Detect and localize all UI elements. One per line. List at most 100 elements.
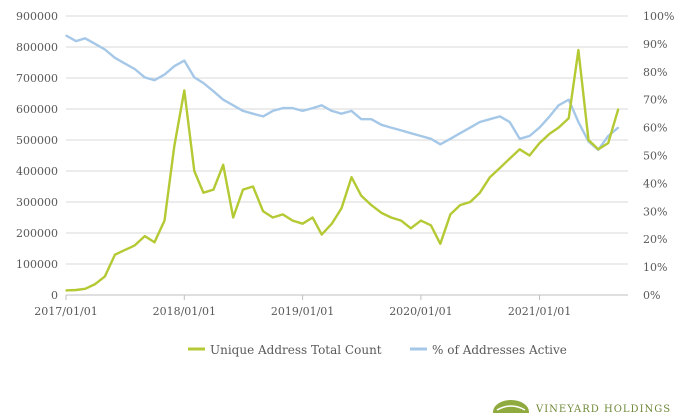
point-unique-address-total-count (567, 117, 570, 120)
point-percent-addresses-active (272, 110, 274, 112)
point-unique-address-total-count (459, 204, 461, 206)
point-percent-addresses-active (528, 135, 531, 137)
right-tick-label: 70% (643, 94, 667, 107)
series-line-unique-address-total-count (65, 48, 620, 292)
right-tick-label: 80% (643, 66, 667, 79)
point-percent-addresses-active (311, 107, 314, 109)
legend-label-unique-address-total-count: Unique Address Total Count (210, 343, 382, 357)
point-unique-address-total-count (548, 133, 551, 135)
left-tick-label: 500000 (16, 134, 58, 147)
left-tick-label: 400000 (16, 165, 58, 178)
point-percent-addresses-active (607, 135, 609, 137)
point-percent-addresses-active (430, 138, 432, 140)
point-percent-addresses-active (420, 135, 422, 137)
point-percent-addresses-active (439, 143, 442, 146)
vineyard-holdings-logo: VINEYARD HOLDINGS (493, 400, 671, 413)
left-tick-label: 100000 (16, 258, 58, 271)
left-tick-label: 300000 (16, 196, 58, 209)
point-unique-address-total-count (94, 283, 96, 285)
point-percent-addresses-active (242, 110, 244, 112)
point-percent-addresses-active (449, 138, 452, 140)
logo-text: VINEYARD HOLDINGS (535, 404, 671, 413)
point-percent-addresses-active (370, 118, 373, 120)
point-percent-addresses-active (222, 98, 224, 101)
point-percent-addresses-active (410, 132, 412, 134)
left-tick-label: 0 (51, 289, 58, 302)
point-percent-addresses-active (548, 115, 551, 118)
point-unique-address-total-count (499, 167, 501, 169)
point-percent-addresses-active (262, 115, 264, 118)
point-percent-addresses-active (133, 68, 136, 70)
point-percent-addresses-active (331, 110, 333, 112)
legend-item-unique-address-total-count: Unique Address Total Count (188, 343, 382, 357)
point-unique-address-total-count (202, 191, 205, 194)
point-unique-address-total-count (163, 219, 166, 222)
point-unique-address-total-count (114, 253, 116, 256)
right-tick-label: 50% (643, 150, 667, 163)
point-percent-addresses-active (183, 59, 186, 62)
point-percent-addresses-active (153, 79, 156, 81)
point-percent-addresses-active (499, 115, 501, 118)
right-tick-label: 20% (643, 233, 667, 246)
point-unique-address-total-count (65, 289, 67, 292)
point-percent-addresses-active (380, 124, 383, 126)
left-y-axis: 0 100000 200000 300000 400000 500000 600000 700… (16, 10, 58, 302)
point-percent-addresses-active (390, 126, 392, 129)
point-percent-addresses-active (360, 118, 363, 120)
point-percent-addresses-active (479, 121, 481, 123)
left-tick-label: 600000 (16, 103, 58, 116)
point-unique-address-total-count (242, 188, 244, 191)
point-percent-addresses-active (459, 132, 461, 134)
point-unique-address-total-count (232, 216, 234, 219)
point-unique-address-total-count (370, 204, 373, 206)
point-unique-address-total-count (133, 244, 136, 247)
right-tick-label: 10% (643, 261, 667, 274)
point-unique-address-total-count (291, 219, 294, 222)
point-unique-address-total-count (557, 126, 560, 129)
point-unique-address-total-count (75, 289, 77, 291)
point-unique-address-total-count (538, 142, 541, 144)
right-y-axis: 0% 10% 20% 30% 40% 50% 60% 70% 80% 90% 100% (643, 10, 674, 302)
point-unique-address-total-count (528, 154, 531, 157)
right-tick-label: 60% (643, 122, 667, 135)
point-percent-addresses-active (489, 118, 491, 120)
left-tick-label: 700000 (16, 72, 58, 85)
point-unique-address-total-count (222, 164, 224, 166)
point-unique-address-total-count (607, 142, 609, 144)
right-tick-label: 100% (643, 10, 674, 23)
point-unique-address-total-count (410, 227, 412, 230)
point-percent-addresses-active (567, 98, 570, 101)
point-unique-address-total-count (390, 216, 392, 219)
point-unique-address-total-count (617, 108, 620, 110)
point-unique-address-total-count (153, 241, 156, 244)
legend-label-percent-addresses-active: % of Addresses Active (432, 343, 567, 357)
right-tick-label: 0% (643, 289, 660, 302)
point-unique-address-total-count (272, 216, 274, 219)
point-unique-address-total-count (183, 89, 186, 92)
left-tick-label: 800000 (16, 41, 58, 54)
x-tick-label: 2019/01/01 (271, 305, 334, 318)
left-tick-label: 900000 (16, 10, 58, 23)
point-unique-address-total-count (449, 213, 452, 216)
point-percent-addresses-active (212, 90, 215, 93)
left-tick-label: 200000 (16, 227, 58, 240)
right-tick-label: 90% (643, 38, 667, 51)
point-unique-address-total-count (262, 210, 264, 213)
point-unique-address-total-count (331, 222, 333, 225)
point-percent-addresses-active (173, 65, 176, 67)
point-unique-address-total-count (282, 213, 284, 216)
point-unique-address-total-count (597, 148, 599, 151)
point-percent-addresses-active (557, 104, 560, 107)
point-unique-address-total-count (489, 176, 491, 178)
point-percent-addresses-active (232, 104, 234, 107)
point-percent-addresses-active (291, 107, 294, 109)
point-percent-addresses-active (65, 34, 67, 37)
point-percent-addresses-active (320, 104, 323, 107)
legend-item-percent-addresses-active: % of Addresses Active (410, 343, 567, 357)
x-axis: 2017/01/01 2018/01/01 2019/01/01 2020/01/01… (34, 294, 628, 318)
point-unique-address-total-count (469, 201, 472, 203)
point-unique-address-total-count (587, 139, 590, 141)
point-percent-addresses-active (114, 57, 116, 59)
point-percent-addresses-active (202, 82, 205, 84)
legend: Unique Address Total Count % of Addresse… (188, 343, 567, 357)
